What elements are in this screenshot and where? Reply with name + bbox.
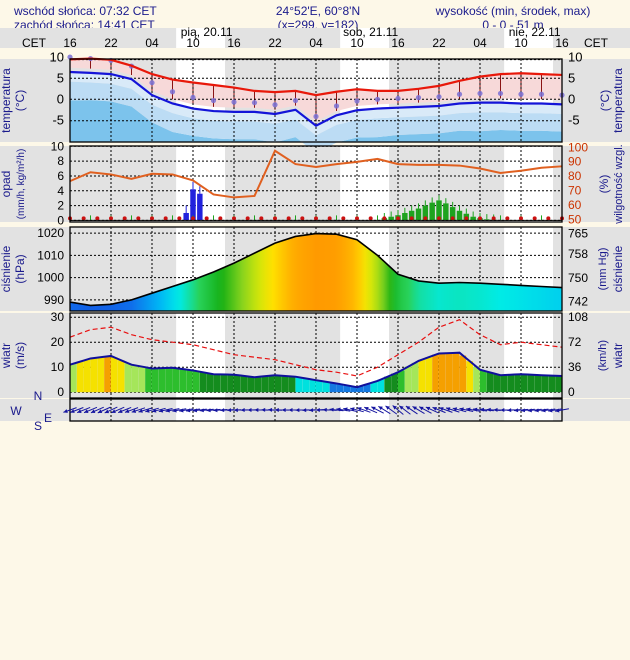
svg-text:60: 60 xyxy=(568,198,582,212)
svg-text:80: 80 xyxy=(568,169,582,183)
svg-text:(°C): (°C) xyxy=(13,90,27,111)
svg-text:742: 742 xyxy=(568,295,588,309)
svg-text:temperatura: temperatura xyxy=(611,68,625,133)
svg-text:70: 70 xyxy=(568,184,582,198)
svg-text:(°C): (°C) xyxy=(598,90,612,111)
svg-text:10: 10 xyxy=(50,49,64,64)
svg-text:temperatura: temperatura xyxy=(0,68,13,133)
svg-text:N: N xyxy=(34,389,43,403)
svg-text:20: 20 xyxy=(51,335,65,349)
svg-text:pią, 20.11: pią, 20.11 xyxy=(181,25,233,39)
svg-text:6: 6 xyxy=(57,169,64,183)
svg-text:4: 4 xyxy=(57,184,64,198)
svg-text:10: 10 xyxy=(51,360,65,374)
svg-text:765: 765 xyxy=(568,226,588,240)
svg-text:ciśnienie: ciśnienie xyxy=(0,245,13,292)
svg-text:30: 30 xyxy=(51,310,65,324)
svg-text:2: 2 xyxy=(57,199,64,213)
svg-text:nie, 22.11: nie, 22.11 xyxy=(509,25,561,39)
svg-text:0: 0 xyxy=(57,91,64,106)
svg-text:04: 04 xyxy=(473,36,487,50)
svg-text:wilgotność wzgl.: wilgotność wzgl. xyxy=(613,144,625,224)
svg-text:CET: CET xyxy=(584,36,609,50)
svg-text:sob, 21.11: sob, 21.11 xyxy=(343,25,398,39)
svg-text:0: 0 xyxy=(568,385,575,399)
svg-text:-5: -5 xyxy=(568,112,580,127)
svg-text:5: 5 xyxy=(57,70,64,85)
svg-text:750: 750 xyxy=(568,271,588,285)
svg-text:opad: opad xyxy=(0,171,13,198)
svg-text:50: 50 xyxy=(568,213,582,227)
svg-text:22: 22 xyxy=(104,36,118,50)
svg-text:22: 22 xyxy=(432,36,446,50)
svg-text:90: 90 xyxy=(568,155,582,169)
svg-text:04: 04 xyxy=(309,36,323,50)
svg-text:10: 10 xyxy=(51,139,65,153)
svg-text:S: S xyxy=(34,419,42,433)
svg-text:(m/s): (m/s) xyxy=(13,342,27,369)
svg-text:04: 04 xyxy=(145,36,159,50)
svg-text:758: 758 xyxy=(568,247,588,261)
svg-text:10: 10 xyxy=(568,49,582,64)
svg-text:990: 990 xyxy=(44,293,64,307)
svg-text:16: 16 xyxy=(63,36,77,50)
svg-text:wiatr: wiatr xyxy=(611,343,625,369)
svg-text:72: 72 xyxy=(568,335,582,349)
svg-text:5: 5 xyxy=(568,70,575,85)
svg-text:22: 22 xyxy=(268,36,282,50)
svg-text:0: 0 xyxy=(57,385,64,399)
svg-text:100: 100 xyxy=(568,140,588,154)
svg-text:-5: -5 xyxy=(52,112,64,127)
svg-text:(km/h): (km/h) xyxy=(597,340,609,371)
svg-text:(hPa): (hPa) xyxy=(13,254,27,283)
svg-text:W: W xyxy=(10,404,22,418)
svg-text:8: 8 xyxy=(57,154,64,168)
svg-text:0: 0 xyxy=(568,91,575,106)
svg-text:108: 108 xyxy=(568,310,588,324)
svg-text:1000: 1000 xyxy=(37,271,64,285)
svg-text:CET: CET xyxy=(22,36,47,50)
svg-text:1020: 1020 xyxy=(37,226,64,240)
svg-text:36: 36 xyxy=(568,360,582,374)
svg-text:ciśnienie: ciśnienie xyxy=(611,245,625,292)
svg-text:E: E xyxy=(44,411,52,425)
svg-text:(mm/h, kg/m²/h): (mm/h, kg/m²/h) xyxy=(16,149,27,220)
svg-text:wiatr: wiatr xyxy=(0,343,13,369)
svg-text:(%): (%) xyxy=(597,175,611,194)
svg-text:(mm Hg): (mm Hg) xyxy=(597,248,609,291)
svg-text:1010: 1010 xyxy=(37,248,64,262)
